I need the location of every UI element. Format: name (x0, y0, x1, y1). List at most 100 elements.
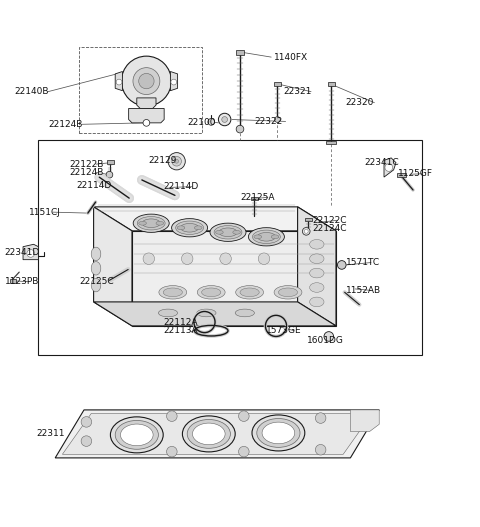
Circle shape (175, 159, 179, 163)
Text: 1125GF: 1125GF (398, 169, 433, 178)
Circle shape (222, 116, 228, 122)
Ellipse shape (142, 219, 160, 228)
Circle shape (133, 67, 160, 94)
Ellipse shape (91, 247, 101, 261)
Text: 1151CJ: 1151CJ (29, 208, 60, 217)
Ellipse shape (115, 421, 158, 449)
Ellipse shape (310, 239, 324, 249)
Bar (326, 141, 336, 144)
Circle shape (181, 253, 193, 265)
Text: 22311: 22311 (36, 430, 64, 438)
Text: 22112A: 22112A (163, 318, 198, 327)
Polygon shape (115, 72, 122, 91)
Ellipse shape (159, 286, 187, 299)
Circle shape (171, 79, 177, 85)
Ellipse shape (310, 254, 324, 264)
Ellipse shape (252, 230, 280, 243)
Circle shape (168, 153, 185, 170)
Ellipse shape (137, 217, 165, 230)
Ellipse shape (182, 416, 235, 452)
Text: 22129: 22129 (149, 156, 177, 165)
Circle shape (315, 444, 326, 455)
Polygon shape (55, 410, 379, 458)
Polygon shape (23, 245, 38, 260)
Polygon shape (384, 158, 396, 177)
Ellipse shape (216, 230, 223, 234)
Ellipse shape (240, 288, 259, 297)
Ellipse shape (249, 228, 284, 246)
Text: 22320: 22320 (346, 98, 374, 107)
Text: 1123PB: 1123PB (5, 277, 39, 286)
Bar (236, 50, 244, 55)
Circle shape (81, 417, 92, 427)
Bar (305, 218, 312, 221)
Ellipse shape (176, 221, 204, 235)
Circle shape (167, 446, 177, 457)
Ellipse shape (210, 223, 246, 241)
Ellipse shape (257, 418, 300, 447)
Ellipse shape (139, 221, 146, 225)
Bar (107, 160, 114, 164)
Circle shape (143, 120, 150, 126)
Bar (38, 140, 422, 355)
Polygon shape (94, 302, 336, 326)
Circle shape (258, 253, 270, 265)
Text: 22124B: 22124B (70, 168, 104, 177)
Circle shape (218, 113, 231, 126)
Circle shape (304, 229, 308, 233)
Text: 22322: 22322 (254, 117, 283, 126)
Text: 1140FX: 1140FX (274, 53, 308, 62)
Bar (10, 279, 16, 282)
Text: 1571TC: 1571TC (346, 258, 380, 267)
Circle shape (27, 250, 35, 257)
Text: 22341D: 22341D (5, 248, 40, 257)
Text: 22321: 22321 (283, 87, 312, 96)
Ellipse shape (197, 309, 216, 317)
Text: 22341C: 22341C (365, 158, 399, 167)
Circle shape (116, 79, 122, 85)
Circle shape (275, 116, 280, 122)
Text: 22140B: 22140B (14, 87, 49, 96)
Ellipse shape (310, 268, 324, 278)
Polygon shape (132, 231, 336, 326)
Ellipse shape (236, 286, 264, 299)
Polygon shape (137, 98, 156, 109)
Ellipse shape (271, 235, 279, 239)
Text: 1601DG: 1601DG (307, 336, 344, 345)
Polygon shape (350, 410, 379, 432)
Ellipse shape (254, 235, 262, 239)
Circle shape (139, 73, 154, 89)
Ellipse shape (274, 286, 302, 299)
Polygon shape (170, 72, 178, 91)
Bar (328, 82, 335, 86)
Circle shape (239, 411, 249, 422)
Ellipse shape (233, 230, 240, 234)
Ellipse shape (262, 422, 295, 444)
Ellipse shape (214, 226, 242, 239)
Ellipse shape (194, 226, 202, 230)
Circle shape (385, 164, 393, 171)
Text: 22122C: 22122C (312, 216, 347, 225)
Ellipse shape (110, 417, 163, 453)
Ellipse shape (91, 278, 101, 292)
Polygon shape (298, 207, 336, 326)
Circle shape (143, 253, 155, 265)
Ellipse shape (163, 288, 182, 297)
Ellipse shape (252, 415, 305, 451)
Ellipse shape (202, 288, 221, 297)
Ellipse shape (192, 423, 225, 445)
Text: 22100: 22100 (187, 119, 216, 128)
Circle shape (239, 446, 249, 457)
Text: 22124C: 22124C (312, 225, 347, 233)
Circle shape (106, 171, 113, 178)
Text: 22125A: 22125A (240, 193, 275, 202)
Text: 22113A: 22113A (163, 326, 198, 335)
Ellipse shape (235, 309, 254, 317)
Text: 22125C: 22125C (79, 277, 114, 286)
Ellipse shape (310, 297, 324, 307)
Ellipse shape (91, 261, 101, 275)
Circle shape (315, 413, 326, 423)
Text: 22122B: 22122B (70, 160, 104, 169)
Ellipse shape (120, 424, 153, 446)
Ellipse shape (177, 226, 185, 230)
